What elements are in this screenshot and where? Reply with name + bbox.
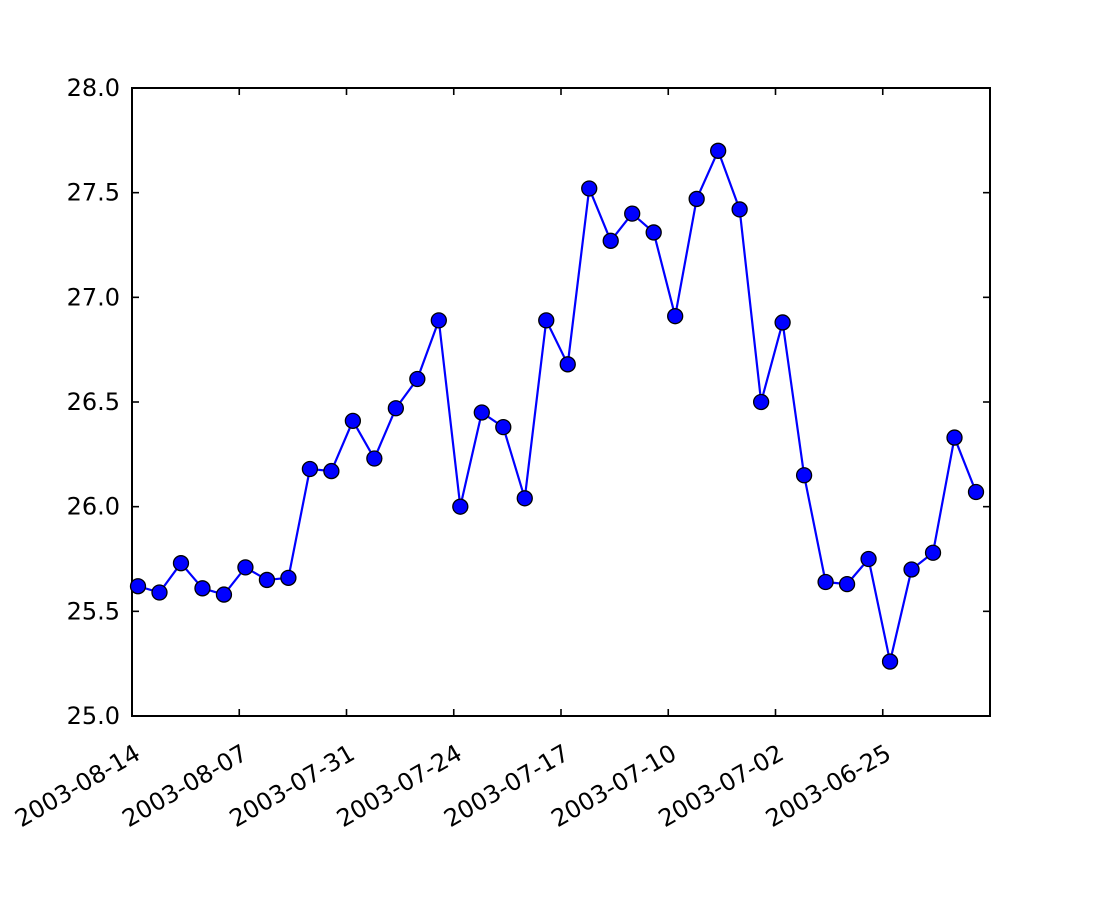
y-tick-label: 25.0 bbox=[67, 702, 120, 730]
data-point bbox=[237, 559, 254, 576]
data-point bbox=[881, 653, 899, 670]
y-tick-label: 27.0 bbox=[67, 283, 120, 311]
data-point bbox=[624, 205, 641, 222]
data-line bbox=[136, 149, 978, 663]
data-point bbox=[559, 356, 576, 373]
data-point bbox=[258, 571, 276, 589]
y-tick-label: 27.5 bbox=[67, 179, 120, 207]
data-point bbox=[538, 312, 555, 329]
data-point bbox=[151, 584, 168, 601]
data-point bbox=[731, 201, 748, 218]
y-tick-label: 26.5 bbox=[67, 388, 120, 416]
data-point bbox=[387, 400, 404, 417]
data-point bbox=[495, 418, 512, 436]
data-point bbox=[430, 312, 447, 329]
data-point bbox=[946, 429, 963, 446]
data-point bbox=[344, 412, 362, 429]
data-point bbox=[860, 550, 877, 568]
data-point bbox=[215, 586, 233, 603]
data-point bbox=[323, 462, 340, 480]
data-point bbox=[710, 142, 727, 159]
data-point bbox=[473, 404, 490, 421]
data-point bbox=[688, 190, 705, 208]
data-point bbox=[795, 467, 813, 484]
data-point bbox=[774, 314, 791, 331]
data-point bbox=[903, 561, 920, 578]
data-point bbox=[172, 555, 190, 572]
data-point bbox=[366, 450, 383, 467]
data-point bbox=[301, 460, 319, 478]
data-point bbox=[452, 498, 469, 515]
y-tick-label: 28.0 bbox=[67, 74, 120, 102]
data-point bbox=[409, 370, 426, 388]
data-point bbox=[602, 232, 619, 249]
data-point bbox=[752, 393, 770, 411]
data-point bbox=[645, 224, 662, 241]
data-point bbox=[581, 180, 598, 197]
data-point bbox=[280, 569, 297, 586]
data-point bbox=[667, 308, 684, 325]
y-tick-label: 26.0 bbox=[67, 493, 120, 521]
data-point bbox=[129, 578, 147, 595]
data-point bbox=[817, 573, 834, 591]
data-point bbox=[194, 580, 211, 597]
y-tick-label: 25.5 bbox=[67, 597, 120, 625]
data-point bbox=[838, 575, 856, 593]
data-point bbox=[516, 490, 533, 507]
data-point bbox=[924, 544, 942, 561]
data-point bbox=[967, 483, 985, 501]
